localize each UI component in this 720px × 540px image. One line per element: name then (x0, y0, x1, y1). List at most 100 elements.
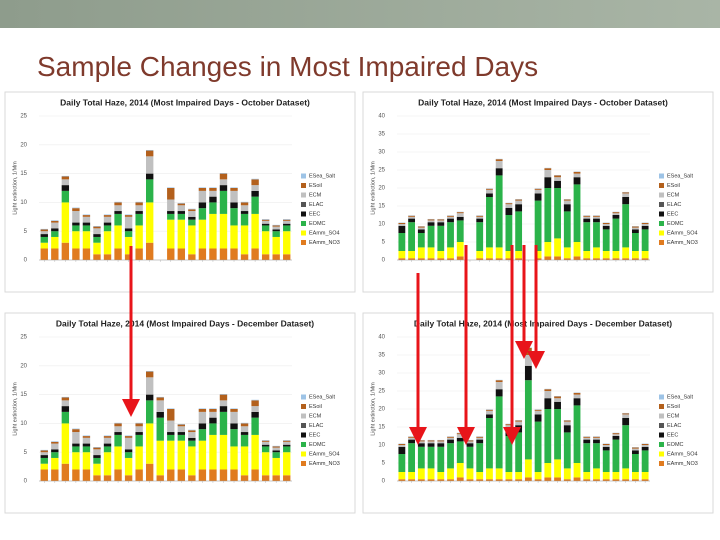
bar-segment (486, 418, 493, 469)
bar-segment (437, 440, 445, 442)
bar-segment (188, 430, 196, 433)
bar-segment (61, 202, 70, 243)
bar-segment (554, 256, 561, 260)
bar-segment (251, 213, 259, 249)
bar-segment (534, 409, 542, 411)
bar-segment (398, 446, 406, 454)
bar-segment (524, 380, 532, 460)
bar-segment (495, 159, 503, 161)
bar-segment (554, 398, 561, 402)
bar-segment (437, 219, 445, 221)
bar-segment (495, 468, 503, 480)
bar-segment (124, 435, 133, 437)
bar-segment (495, 479, 503, 481)
bar-segment (82, 446, 91, 453)
bar-segment (515, 425, 523, 433)
bar-segment (427, 258, 435, 260)
bar-segment (631, 226, 639, 228)
bar-segment (486, 414, 493, 418)
bar-segment (573, 184, 581, 242)
bar-segment (261, 440, 270, 442)
bar-segment (622, 258, 630, 260)
bar-segment (544, 177, 552, 188)
bar-segment (230, 429, 238, 447)
bar-segment (61, 179, 70, 186)
bar-segment (554, 177, 561, 181)
bar-segment (476, 439, 484, 444)
bar-segment (476, 443, 484, 472)
bar-segment (534, 414, 542, 422)
bar-segment (209, 469, 217, 481)
bar-segment (82, 215, 91, 217)
bar-segment (612, 258, 620, 260)
y-tick-label: 15 (20, 392, 27, 398)
bar-segment (135, 432, 143, 435)
bar-segment (124, 236, 133, 255)
bar-segment (40, 229, 48, 232)
bar-segment (82, 248, 91, 260)
bar-segment (230, 446, 238, 470)
bar-segment (219, 469, 228, 481)
bar-segment (622, 204, 630, 248)
bar-segment (145, 394, 154, 401)
bar-segment (198, 440, 207, 470)
bar-segment (240, 211, 249, 214)
bar-segment (283, 444, 291, 447)
bar-segment (272, 445, 280, 447)
bar-segment (82, 469, 91, 481)
legend-swatch (301, 221, 306, 226)
bar-segment (283, 452, 291, 476)
legend-label: ESea_Salt (309, 394, 335, 400)
bar-segment (505, 479, 513, 481)
bar-segment (602, 229, 610, 251)
bar-segment (456, 433, 464, 435)
bar-segment (612, 433, 620, 435)
bar-segment (631, 447, 639, 449)
y-tick-label: 35 (378, 353, 385, 359)
bar-segment (251, 248, 259, 260)
bar-segment (82, 436, 91, 438)
bar-segment (198, 469, 207, 481)
bar-segment (240, 213, 249, 226)
legend-label: ESoil (309, 183, 322, 189)
bar-segment (82, 437, 91, 444)
bar-segment (408, 258, 416, 260)
bar-segment (554, 409, 561, 460)
bar-segment (93, 242, 101, 255)
bar-segment (188, 254, 196, 260)
bar-segment (188, 432, 196, 438)
bar-segment (612, 251, 620, 259)
bar-segment (135, 434, 143, 447)
bar-segment (198, 411, 207, 424)
bar-segment (495, 389, 503, 397)
y-tick-label: 5 (382, 461, 386, 467)
bar-segment (602, 222, 610, 224)
bar-segment (612, 436, 620, 440)
legend-swatch (301, 183, 306, 188)
legend-swatch (659, 413, 664, 419)
legend-swatch (659, 183, 664, 188)
legend-swatch (659, 432, 664, 438)
header-bar (0, 0, 720, 28)
bar-segment (261, 444, 270, 447)
bar-segment (103, 222, 112, 226)
legend-swatch (301, 394, 306, 400)
bar-segment (554, 188, 561, 239)
bar-segment (466, 440, 474, 442)
bar-segment (583, 436, 591, 438)
bar-segment (240, 434, 249, 447)
bar-segment (602, 450, 610, 472)
bar-segment (447, 222, 454, 248)
bar-segment (534, 410, 542, 415)
bar-segment (135, 201, 143, 203)
bar-segment (622, 193, 630, 197)
bar-segment (602, 225, 610, 230)
bar-segment (486, 188, 493, 190)
slide-title: Sample Changes in Most Impaired Days (37, 51, 538, 82)
bar-segment (417, 446, 425, 469)
bar-segment (72, 429, 80, 433)
bar-segment (544, 188, 552, 242)
bar-segment (573, 463, 581, 478)
bar-segment (534, 421, 542, 472)
legend-label: EOMC (667, 442, 684, 448)
